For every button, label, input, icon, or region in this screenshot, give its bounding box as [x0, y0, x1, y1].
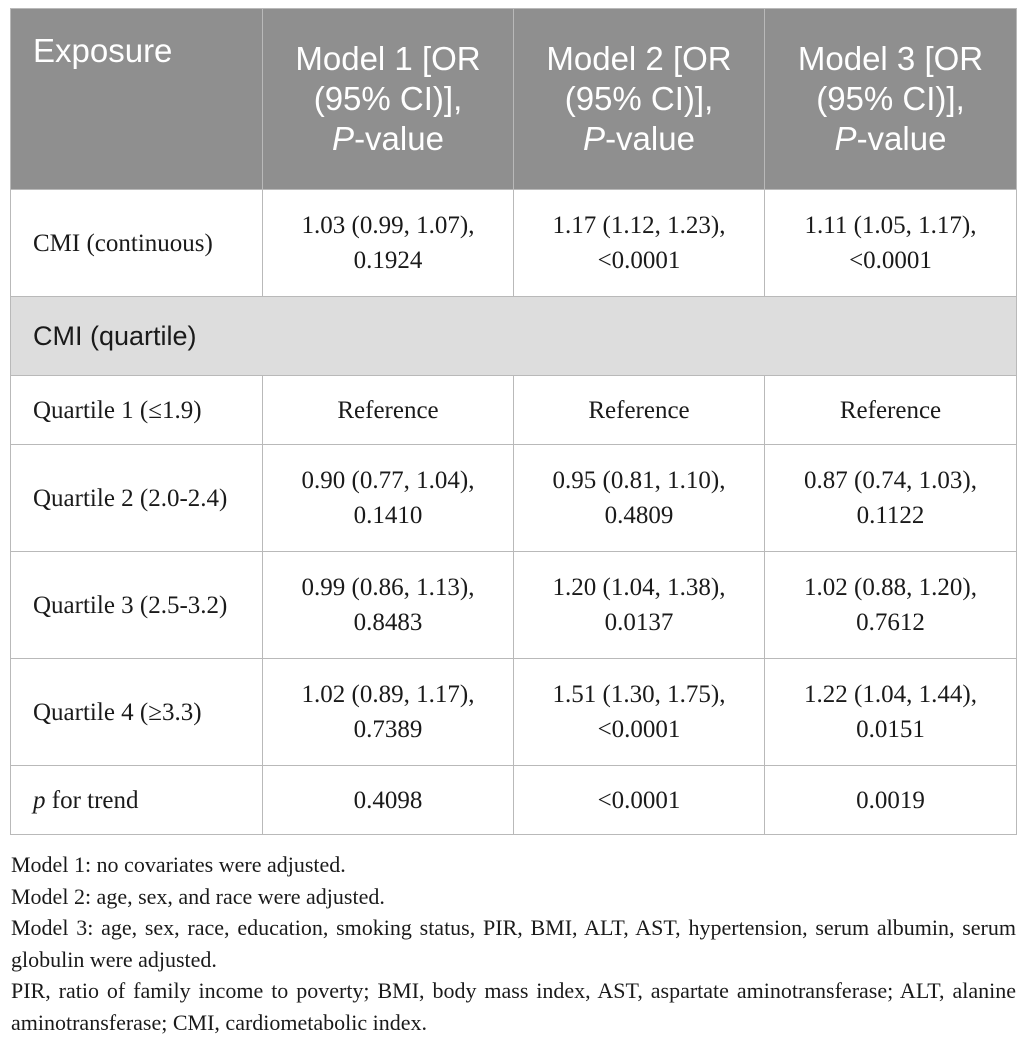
results-table-figure: Exposure Model 1 [OR (95% CI)], P-value M…: [10, 8, 1017, 1038]
table-cell: Reference: [262, 375, 514, 445]
table-footnotes: Model 1: no covariates were adjusted. Mo…: [10, 849, 1016, 1038]
table-cell: 1.03 (0.99, 1.07), 0.1924: [262, 189, 514, 297]
footnote-model-2: Model 2: age, sex, and race were adjuste…: [11, 883, 385, 909]
header-model-2: Model 2 [OR (95% CI)], P-value: [513, 8, 765, 190]
table-header-row: Exposure Model 1 [OR (95% CI)], P-value M…: [10, 8, 1017, 190]
table-cell: 0.0019: [764, 765, 1017, 835]
section-row-cmi-quartile: CMI (quartile): [10, 296, 1017, 376]
table-cell: <0.0001: [513, 765, 765, 835]
header-exposure: Exposure: [10, 8, 263, 190]
table-cell: 1.22 (1.04, 1.44), 0.0151: [764, 658, 1017, 766]
table-cell: 1.17 (1.12, 1.23), <0.0001: [513, 189, 765, 297]
table-row-quartile-2: Quartile 2 (2.0-2.4) 0.90 (0.77, 1.04), …: [10, 444, 1017, 552]
table-cell: 0.4098: [262, 765, 514, 835]
footnote-model-1: Model 1: no covariates were adjusted.: [11, 852, 346, 877]
table-row-cmi-continuous: CMI (continuous) 1.03 (0.99, 1.07), 0.19…: [10, 189, 1017, 297]
table-row-quartile-1: Quartile 1 (≤1.9) Reference Reference Re…: [10, 375, 1017, 445]
table-cell: 0.95 (0.81, 1.10), 0.4809: [513, 444, 765, 552]
footnote-model-3: Model 3: age, sex, race, education, smok…: [11, 915, 1016, 972]
table-cell: 0.87 (0.74, 1.03), 0.1122: [764, 444, 1017, 552]
table-row-p-for-trend: p for trend 0.4098 <0.0001 0.0019: [10, 765, 1017, 835]
table-cell: 1.51 (1.30, 1.75), <0.0001: [513, 658, 765, 766]
table-cell: 0.90 (0.77, 1.04), 0.1410: [262, 444, 514, 552]
table-row-quartile-4: Quartile 4 (≥3.3) 1.02 (0.89, 1.17), 0.7…: [10, 658, 1017, 766]
odds-ratio-table: Exposure Model 1 [OR (95% CI)], P-value M…: [10, 8, 1017, 835]
row-label: Quartile 3 (2.5-3.2): [10, 551, 263, 659]
table-cell: Reference: [513, 375, 765, 445]
header-model-3: Model 3 [OR (95% CI)], P-value: [764, 8, 1017, 190]
footnote-abbreviations: PIR, ratio of family income to poverty; …: [11, 978, 1016, 1035]
row-label: Quartile 1 (≤1.9): [10, 375, 263, 445]
table-cell: Reference: [764, 375, 1017, 445]
row-label: CMI (continuous): [10, 189, 263, 297]
row-label: p for trend: [10, 765, 263, 835]
table-cell: 0.99 (0.86, 1.13), 0.8483: [262, 551, 514, 659]
row-label: Quartile 2 (2.0-2.4): [10, 444, 263, 552]
row-label: Quartile 4 (≥3.3): [10, 658, 263, 766]
table-cell: 1.20 (1.04, 1.38), 0.0137: [513, 551, 765, 659]
section-label: CMI (quartile): [10, 296, 1017, 376]
table-cell: 1.11 (1.05, 1.17), <0.0001: [764, 189, 1017, 297]
table-row-quartile-3: Quartile 3 (2.5-3.2) 0.99 (0.86, 1.13), …: [10, 551, 1017, 659]
header-model-1: Model 1 [OR (95% CI)], P-value: [262, 8, 514, 190]
table-cell: 1.02 (0.88, 1.20), 0.7612: [764, 551, 1017, 659]
table-cell: 1.02 (0.89, 1.17), 0.7389: [262, 658, 514, 766]
